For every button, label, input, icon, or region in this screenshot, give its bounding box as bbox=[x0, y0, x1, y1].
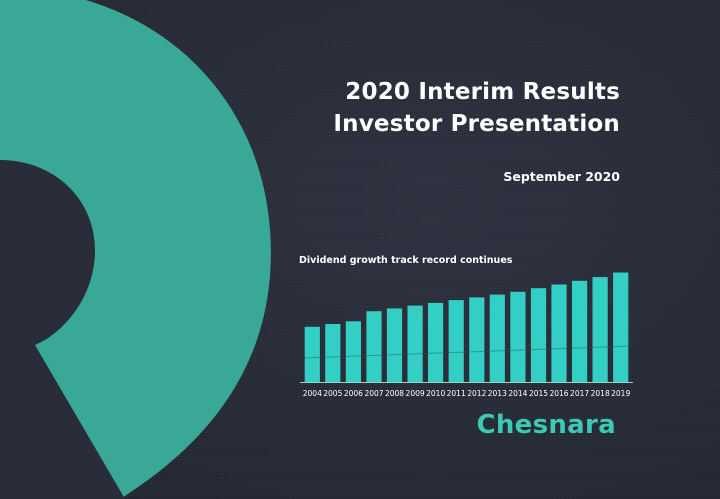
brand-logo-text: Chesnara bbox=[476, 410, 616, 440]
chart-caption: Dividend growth track record continues bbox=[299, 255, 513, 266]
bar-2011 bbox=[448, 300, 464, 382]
bar-2015 bbox=[530, 288, 547, 382]
bar-2004 bbox=[304, 326, 320, 382]
bar-2005 bbox=[325, 324, 341, 382]
bar-2013 bbox=[489, 294, 505, 382]
x-tick-label: 2018 bbox=[591, 389, 610, 398]
swoosh-cutout bbox=[0, 160, 125, 499]
x-tick-label: 2011 bbox=[447, 389, 466, 398]
bar-2016 bbox=[551, 284, 567, 382]
bar-2007 bbox=[366, 311, 382, 382]
x-tick-label: 2015 bbox=[529, 389, 548, 398]
x-tick-label: 2014 bbox=[508, 389, 527, 398]
bar-2006 bbox=[345, 321, 361, 382]
bar-2012 bbox=[469, 297, 485, 382]
x-tick-label: 2007 bbox=[364, 389, 383, 398]
x-tick-label: 2004 bbox=[303, 389, 322, 398]
x-tick-label: 2010 bbox=[426, 389, 445, 398]
x-tick-label: 2008 bbox=[385, 389, 404, 398]
x-tick-label: 2012 bbox=[467, 389, 486, 398]
x-tick-label: 2019 bbox=[611, 389, 630, 398]
x-tick-label: 2006 bbox=[344, 389, 363, 398]
bar-2019 bbox=[613, 272, 629, 382]
x-tick-label: 2016 bbox=[549, 389, 568, 398]
title-line-2: Investor Presentation bbox=[333, 111, 620, 137]
presentation-title: 2020 Interim Results Investor Presentati… bbox=[333, 76, 620, 140]
presentation-date: September 2020 bbox=[503, 169, 620, 184]
x-tick-label: 2013 bbox=[488, 389, 507, 398]
x-tick-label: 2017 bbox=[570, 389, 589, 398]
bar-2017 bbox=[572, 280, 588, 382]
bar-2018 bbox=[592, 277, 608, 382]
bar-2010 bbox=[428, 302, 444, 382]
bar-2009 bbox=[407, 305, 423, 382]
trend-line bbox=[301, 345, 632, 359]
x-tick-label: 2009 bbox=[406, 389, 425, 398]
title-line-1: 2020 Interim Results bbox=[345, 79, 620, 105]
bar-2008 bbox=[386, 308, 403, 382]
x-tick-label: 2005 bbox=[323, 389, 342, 398]
bar-2014 bbox=[510, 291, 526, 382]
swoosh-shape bbox=[0, 0, 271, 499]
